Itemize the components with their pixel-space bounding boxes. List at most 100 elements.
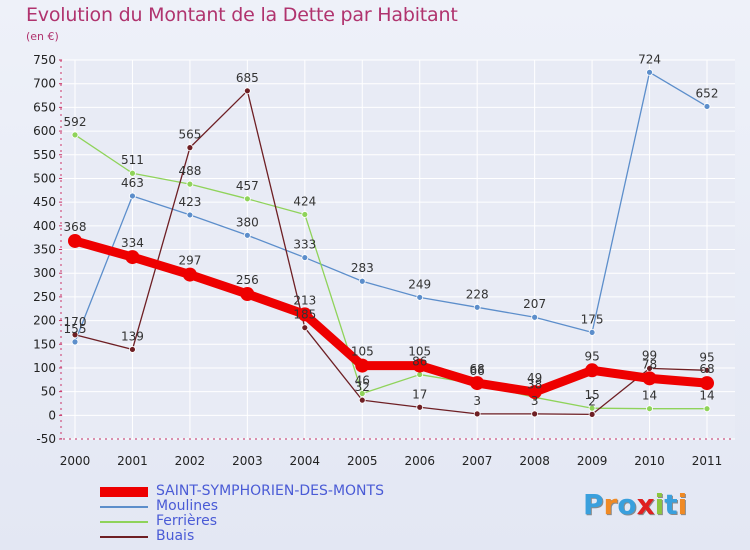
data-label-buais: 32 — [355, 380, 370, 394]
data-point-buais — [588, 410, 596, 418]
x-tick-label: 2008 — [519, 454, 550, 468]
data-label-ferri-res: 511 — [121, 153, 144, 167]
series-layer — [68, 68, 714, 418]
data-label-saint-symphorien-des-monts: 213 — [293, 293, 316, 307]
data-point-saint-symphorien-des-monts — [700, 376, 714, 391]
y-tick-label: 0 — [48, 408, 56, 422]
data-point-saint-symphorien-des-monts — [297, 307, 312, 322]
data-label-ferri-res: 14 — [699, 389, 714, 403]
data-point-saint-symphorien-des-monts — [470, 376, 485, 391]
logo-letter: o — [617, 488, 637, 521]
data-point-saint-symphorien-des-monts — [585, 363, 600, 378]
data-label-buais: 2 — [588, 394, 596, 408]
y-tick-label: 350 — [33, 243, 56, 257]
data-label-moulines: 652 — [696, 86, 719, 100]
data-point-buais — [186, 144, 194, 152]
data-label-saint-symphorien-des-monts: 256 — [236, 273, 259, 287]
legend-swatch-buais — [100, 535, 148, 538]
data-label-moulines: 207 — [523, 297, 546, 311]
chart-title: Evolution du Montant de la Dette par Hab… — [26, 4, 458, 26]
data-label-ferri-res: 488 — [178, 164, 201, 178]
y-tick-label: 100 — [33, 361, 56, 375]
x-tick-label: 2003 — [232, 454, 263, 468]
legend-label-buais: Buais — [156, 528, 195, 544]
y-tick-label: 300 — [33, 266, 56, 280]
data-point-buais — [243, 87, 251, 95]
series-line-moulines — [74, 71, 708, 343]
data-point-moulines — [358, 277, 366, 285]
data-point-buais — [358, 396, 366, 404]
y-tick-label: 650 — [33, 100, 56, 114]
data-point-ferri-res — [358, 390, 366, 397]
data-point-moulines — [646, 68, 653, 76]
data-point-saint-symphorien-des-monts — [182, 267, 197, 282]
legend-swatch-ferrieres — [100, 520, 148, 523]
data-label-saint-symphorien-des-monts: 105 — [408, 345, 431, 359]
data-point-ferri-res — [646, 405, 653, 413]
data-label-buais: 3 — [473, 394, 481, 408]
legend-swatch-saint-symphorien — [100, 486, 148, 497]
data-label-moulines: 155 — [64, 322, 87, 336]
data-label-buais: 95 — [699, 350, 714, 364]
y-tick-label: 250 — [33, 290, 56, 304]
legend-label-saint-symphorien: SAINT-SYMPHORIEN-DES-MONTS — [156, 483, 384, 499]
data-point-ferri-res — [703, 405, 711, 413]
data-label-ferri-res: 66 — [470, 364, 485, 378]
x-tick-label: 2006 — [404, 454, 435, 468]
y-tick-label: 750 — [33, 53, 56, 67]
legend-label-moulines: Moulines — [156, 498, 219, 514]
series-line-saint-symphorien-des-monts — [70, 236, 712, 397]
series-line-buais — [74, 90, 708, 416]
x-tick-label: 2002 — [175, 454, 206, 468]
data-point-buais — [301, 324, 309, 332]
data-point-buais — [71, 331, 79, 339]
data-point-saint-symphorien-des-monts — [68, 233, 82, 248]
data-point-saint-symphorien-des-monts — [125, 250, 140, 265]
data-labels: 1554634233803332832492282071757246525925… — [64, 52, 719, 408]
data-label-moulines: 333 — [293, 238, 316, 252]
data-label-saint-symphorien-des-monts: 68 — [470, 362, 485, 376]
data-label-moulines: 175 — [581, 312, 604, 326]
data-label-moulines: 724 — [638, 52, 661, 66]
logo-letter: P — [583, 488, 604, 521]
x-tick-label: 2004 — [290, 454, 321, 468]
data-label-saint-symphorien-des-monts: 95 — [584, 349, 599, 363]
data-point-moulines — [301, 254, 309, 261]
data-point-buais — [703, 366, 711, 374]
data-label-moulines: 228 — [466, 287, 489, 301]
x-tick-label: 2007 — [462, 454, 493, 468]
data-label-ferri-res: 38 — [527, 377, 542, 391]
data-point-moulines — [588, 329, 596, 336]
legend-item-ferrieres: Ferrières — [100, 514, 384, 529]
data-point-moulines — [186, 211, 194, 219]
x-tick-label: 2011 — [692, 454, 723, 468]
logo-letter: x — [636, 488, 655, 521]
y-tick-label: 450 — [33, 195, 56, 209]
data-point-buais — [531, 410, 539, 418]
data-label-buais: 139 — [121, 329, 144, 343]
data-label-moulines: 249 — [408, 277, 431, 291]
data-point-buais — [473, 410, 481, 418]
data-label-moulines: 463 — [121, 176, 144, 190]
axes: -50 0 50 100 150 200 250 300 350 400 450 500 550 600 6… — [33, 53, 735, 468]
y-tick-label: 50 — [41, 385, 56, 399]
y-tick-label: -50 — [36, 432, 56, 446]
data-point-ferri-res — [301, 211, 309, 218]
data-point-saint-symphorien-des-monts — [240, 287, 255, 302]
data-label-saint-symphorien-des-monts: 368 — [64, 220, 87, 234]
x-tick-label: 2009 — [577, 454, 608, 468]
data-label-saint-symphorien-des-monts: 49 — [527, 371, 542, 385]
data-label-moulines: 283 — [351, 261, 374, 275]
y-tick-label: 200 — [33, 314, 56, 328]
data-point-moulines — [531, 313, 539, 321]
data-point-moulines — [703, 103, 711, 110]
legend-item-buais: Buais — [100, 529, 384, 544]
logo-letter: r — [603, 488, 618, 521]
y-tick-label: 550 — [33, 148, 56, 162]
data-point-ferri-res — [186, 180, 194, 188]
data-label-ferri-res: 46 — [355, 374, 370, 388]
data-point-saint-symphorien-des-monts — [527, 385, 542, 400]
legend-item-moulines: Moulines — [100, 499, 384, 514]
data-label-saint-symphorien-des-monts: 105 — [351, 345, 374, 359]
